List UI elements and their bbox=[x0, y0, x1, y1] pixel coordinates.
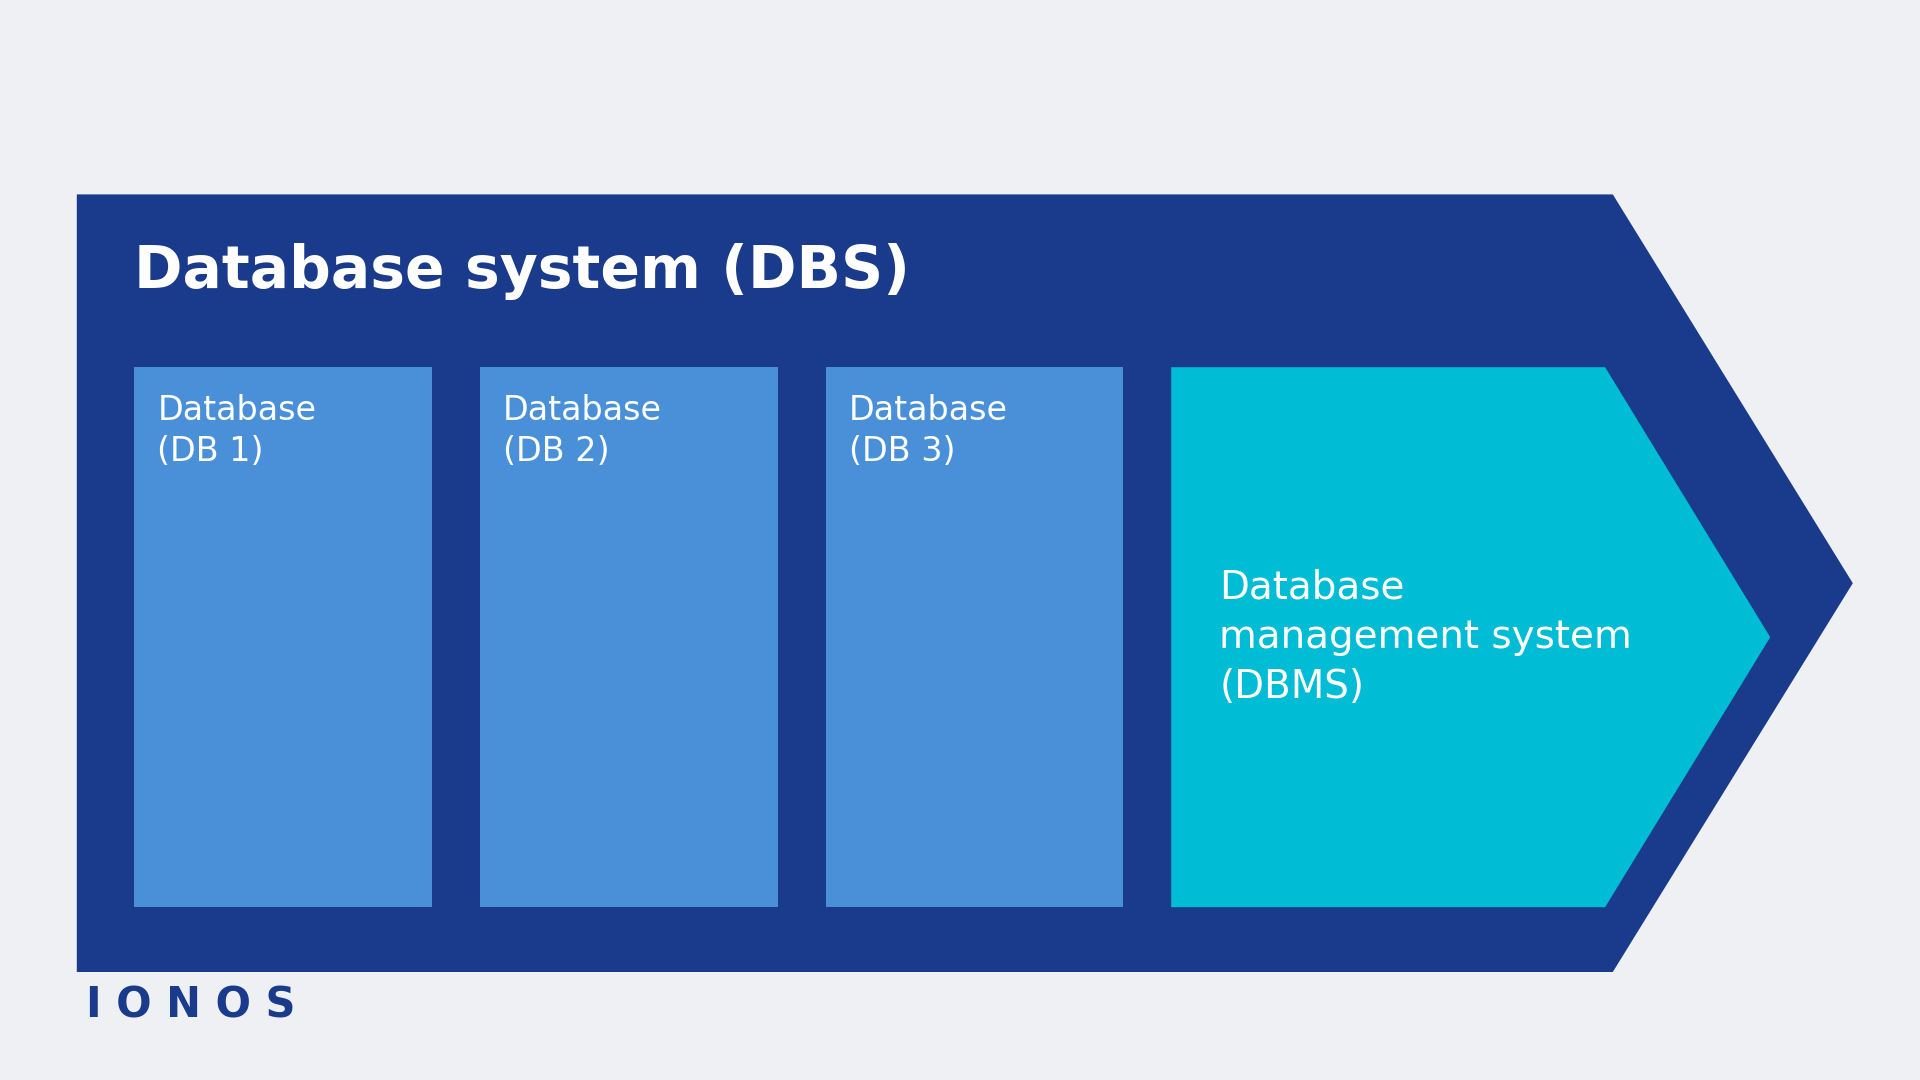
Text: Database
(DB 2): Database (DB 2) bbox=[503, 394, 662, 468]
Text: Database system (DBS): Database system (DBS) bbox=[134, 243, 910, 300]
Text: I O N O S: I O N O S bbox=[86, 984, 296, 1026]
Bar bbox=[826, 367, 1123, 907]
Polygon shape bbox=[77, 194, 1853, 972]
Bar bbox=[134, 367, 432, 907]
Text: Database
(DB 3): Database (DB 3) bbox=[849, 394, 1008, 468]
Bar bbox=[480, 367, 778, 907]
Polygon shape bbox=[1171, 367, 1770, 907]
Text: Database
management system
(DBMS): Database management system (DBMS) bbox=[1219, 568, 1632, 706]
Text: Database
(DB 1): Database (DB 1) bbox=[157, 394, 317, 468]
